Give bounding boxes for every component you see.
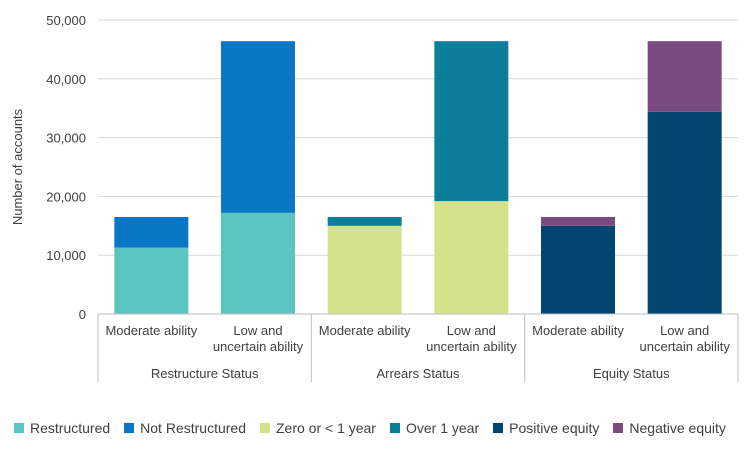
legend-label: Negative equity: [629, 420, 726, 436]
legend-swatch: [259, 423, 270, 433]
legend-item: Restructured: [14, 420, 110, 436]
x-category-label: uncertain ability: [640, 339, 731, 354]
legend-label: Over 1 year: [405, 420, 480, 436]
legend: Restructured Not Restructured Zero or < 1 …: [14, 417, 754, 439]
y-tick-label: 50,000: [46, 13, 86, 28]
bar-segment-over-1-year: [327, 216, 402, 226]
bar-segment-not-restructured: [221, 41, 295, 213]
bar-segment-negative-equity: [541, 216, 615, 226]
legend-label: Zero or < 1 year: [275, 420, 376, 436]
legend-swatch: [389, 423, 400, 433]
legend-item: Positive equity: [493, 420, 599, 436]
bar-segment-zero-or-1-year: [434, 201, 509, 314]
y-tick-label: 30,000: [46, 131, 86, 146]
y-tick-label: 40,000: [46, 72, 86, 87]
legend-label: Not Restructured: [140, 420, 246, 436]
bar-segment-zero-or-1-year: [327, 225, 402, 314]
x-category-label: Moderate ability: [532, 323, 624, 338]
bar-segment-not-restructured: [114, 216, 189, 248]
bar-segment-positive-equity: [647, 111, 722, 314]
legend-label: Positive equity: [509, 420, 600, 436]
legend-item: Over 1 year: [389, 420, 480, 436]
x-category-label: Moderate ability: [319, 323, 411, 338]
x-group-label: Arrears Status: [376, 366, 460, 381]
bar-segment-positive-equity: [541, 225, 615, 314]
x-group-label: Equity Status: [593, 366, 670, 381]
x-category-label: Low and: [447, 323, 496, 338]
bar-segment-restructured: [221, 212, 295, 314]
legend-swatch: [613, 423, 624, 433]
y-tick-label: 10,000: [46, 248, 86, 263]
x-category-label: Moderate ability: [105, 323, 197, 338]
y-tick-label: 20,000: [46, 189, 86, 204]
legend-item: Negative equity: [613, 420, 726, 436]
y-tick-label: 0: [79, 307, 86, 322]
legend-swatch: [124, 423, 135, 433]
x-category-label: Low and: [660, 323, 709, 338]
bar-segment-restructured: [114, 247, 189, 314]
bar-segment-over-1-year: [434, 41, 509, 202]
bar-segment-negative-equity: [647, 41, 722, 112]
legend-label: Restructured: [30, 420, 111, 436]
legend-item: Zero or < 1 year: [259, 420, 376, 436]
y-axis-title: Number of accounts: [10, 108, 25, 225]
x-category-label: Low and: [233, 323, 282, 338]
legend-swatch: [493, 423, 504, 433]
x-category-label: uncertain ability: [426, 339, 517, 354]
legend-item: Not Restructured: [124, 420, 246, 436]
x-category-label: uncertain ability: [213, 339, 304, 354]
x-group-label: Restructure Status: [151, 366, 259, 381]
legend-swatch: [14, 423, 24, 433]
